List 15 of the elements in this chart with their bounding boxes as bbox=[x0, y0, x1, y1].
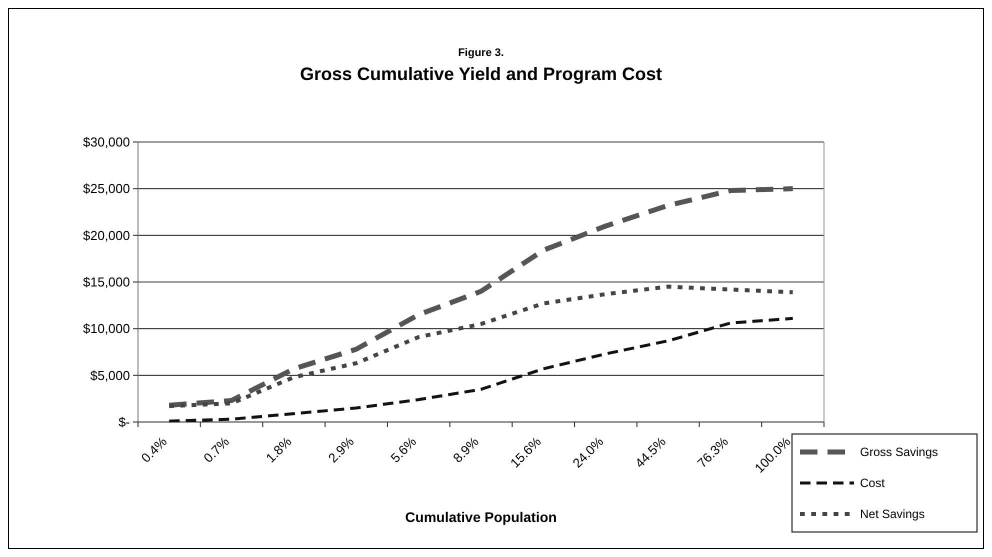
legend-label: Gross Savings bbox=[860, 445, 938, 460]
chart-subtitle: Figure 3. bbox=[458, 47, 504, 59]
y-tick-label: $15,000 bbox=[83, 274, 130, 290]
line-series bbox=[168, 316, 794, 423]
y-tick-label: $30,000 bbox=[83, 134, 130, 150]
y-tick-label: $- bbox=[118, 414, 130, 430]
x-axis-title: Cumulative Population bbox=[405, 509, 557, 525]
y-tick-label: $25,000 bbox=[83, 181, 130, 196]
y-tick-label: $5,000 bbox=[90, 368, 130, 383]
legend-label: Net Savings bbox=[860, 507, 925, 522]
y-tick-label: $20,000 bbox=[83, 228, 130, 243]
line-series bbox=[167, 284, 795, 408]
legend-label: Cost bbox=[860, 476, 886, 490]
y-tick-label: $10,000 bbox=[83, 321, 130, 336]
chart-title: Gross Cumulative Yield and Program Cost bbox=[300, 64, 662, 84]
